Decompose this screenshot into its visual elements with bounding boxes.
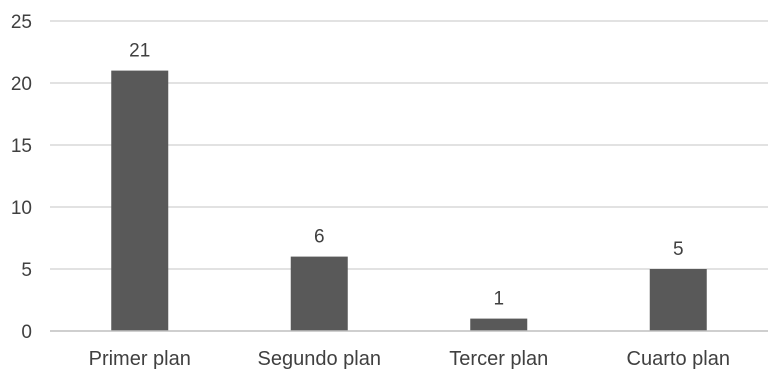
data-labels: 21 6 1 5 [129,41,683,310]
category-label: Segundo plan [258,348,381,370]
bar [290,256,348,331]
bar [111,70,169,331]
y-tick-label: 15 [11,136,32,157]
category-label: Tercer plan [449,348,548,370]
y-tick-label: 10 [11,198,32,219]
category-labels: Primer plan Segundo plan Tercer plan Cuarto… [89,348,730,370]
category-label: Primer plan [89,348,191,370]
data-label: 5 [673,239,684,260]
y-axis-tick-labels: 0 5 10 15 20 25 [11,12,32,343]
bar [470,318,528,331]
category-label: Cuarto plan [627,348,730,370]
bar [649,269,707,331]
y-tick-label: 25 [11,12,32,33]
data-label: 1 [493,289,504,310]
y-tick-label: 0 [21,322,32,343]
data-label: 21 [129,41,150,62]
y-tick-label: 5 [21,260,32,281]
bars [111,70,707,331]
y-tick-label: 20 [11,74,32,95]
data-label: 6 [314,227,325,248]
gridlines [50,20,768,270]
